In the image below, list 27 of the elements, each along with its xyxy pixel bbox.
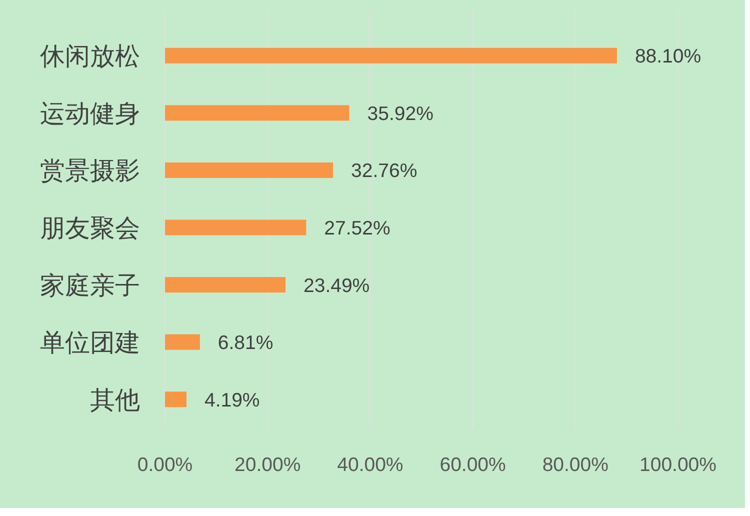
data-label: 23.49%: [304, 274, 370, 297]
x-tick-label: 60.00%: [440, 454, 506, 476]
bar: [165, 334, 200, 350]
data-label: 32.76%: [351, 160, 418, 182]
x-tick-label: 0.00%: [137, 454, 193, 476]
data-label: 4.19%: [204, 389, 260, 412]
bar: [165, 48, 617, 64]
bar: [165, 162, 334, 178]
bar: [165, 220, 306, 236]
bar: [165, 392, 186, 408]
y-tick-label: 休闲放松: [40, 42, 140, 71]
y-tick-label: 赏景摄影: [40, 157, 140, 186]
y-tick-label: 其他: [90, 386, 140, 414]
x-tick-label: 100.00%: [640, 454, 716, 476]
data-label: 6.81%: [218, 332, 274, 354]
data-label: 35.92%: [367, 102, 434, 125]
data-label: 27.52%: [324, 218, 390, 240]
bar: [165, 277, 286, 293]
y-tick-label: 朋友聚会: [40, 214, 140, 242]
y-tick-label: 家庭亲子: [40, 272, 140, 300]
x-tick-label: 80.00%: [542, 454, 608, 476]
x-tick-label: 20.00%: [234, 454, 301, 476]
x-tick-label: 40.00%: [337, 454, 404, 476]
y-tick-label: 单位团建: [40, 329, 140, 358]
y-tick-label: 运动健身: [40, 100, 140, 128]
data-label: 88.10%: [634, 46, 702, 68]
bar: [165, 105, 350, 121]
